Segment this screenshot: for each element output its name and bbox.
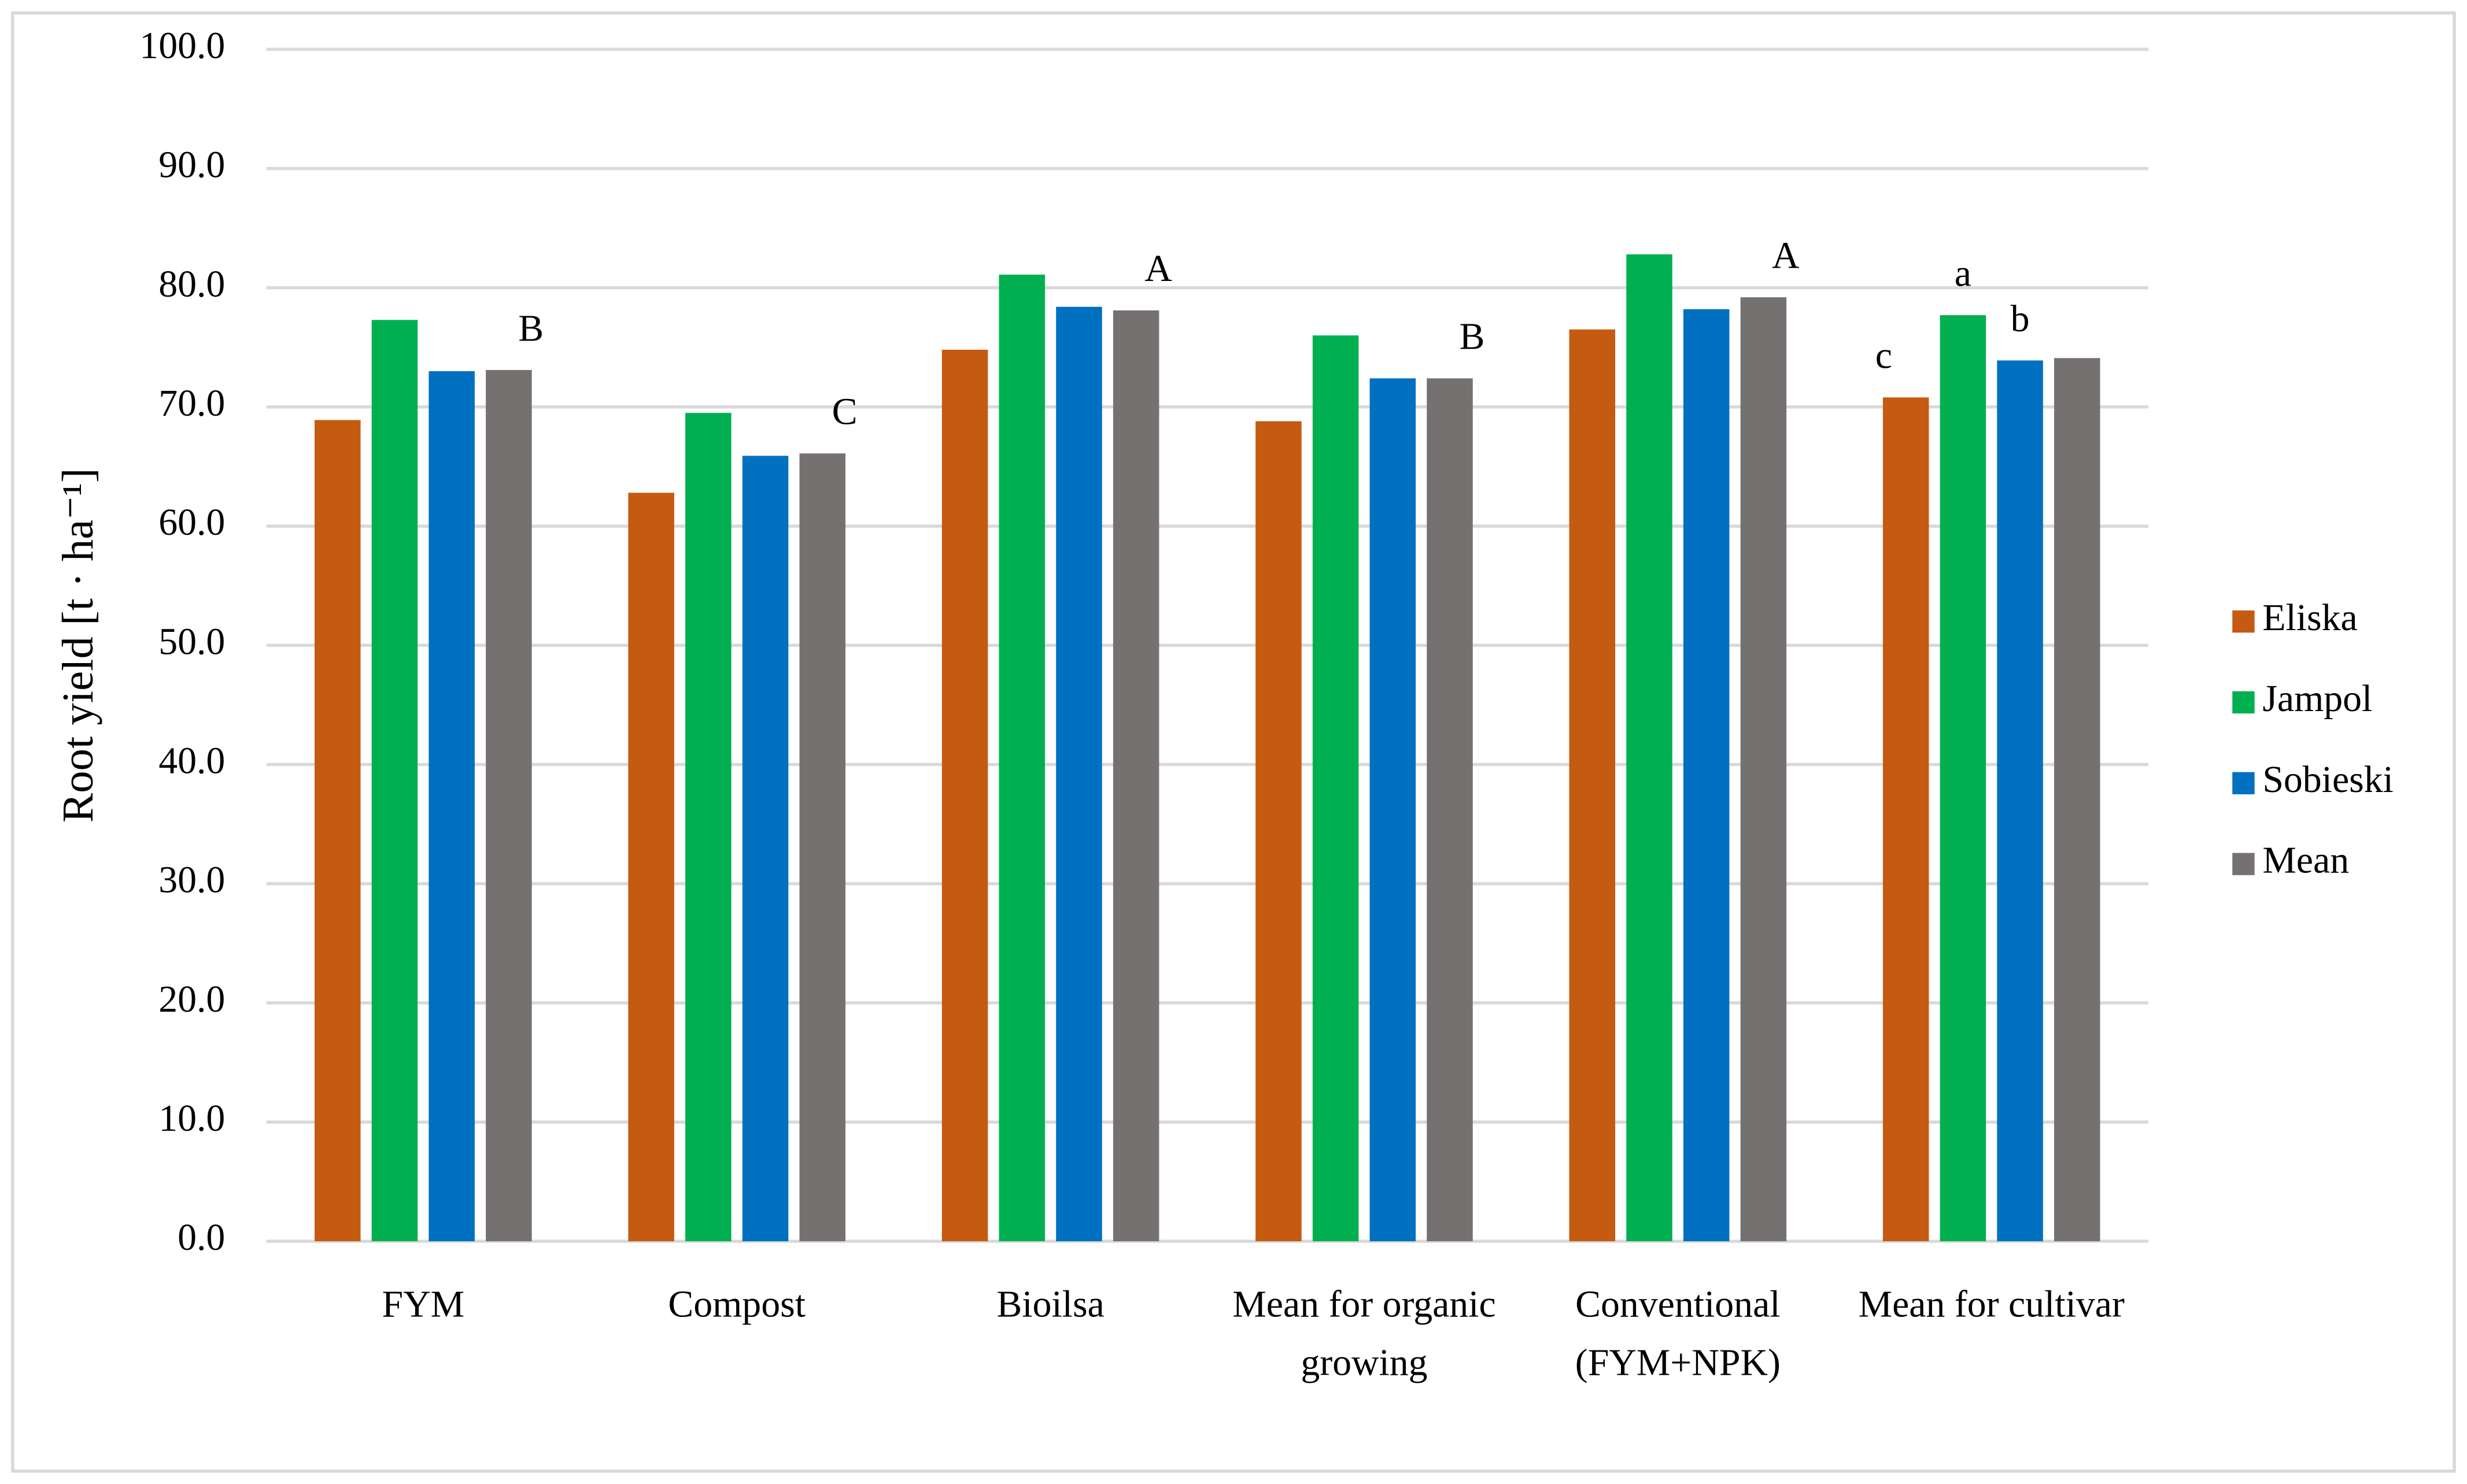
bar [685,413,732,1242]
legend-swatch [2232,772,2255,794]
x-tick-label: FYM [382,1283,464,1325]
significance-letter: B [518,307,544,349]
significance-letter: a [1955,252,1971,294]
y-tick-label: 20.0 [158,978,225,1020]
y-tick-label: 80.0 [158,263,225,305]
bar [1312,335,1359,1242]
legend-label: Eliska [2262,597,2357,639]
x-tick-label-line: Conventional [1575,1283,1780,1325]
y-tick-label: 100.0 [139,24,225,66]
bar [1113,310,1159,1242]
bar [486,370,532,1242]
x-tick-label: Bioilsa [996,1283,1104,1325]
y-tick-label: 50.0 [158,620,225,663]
y-tick-label: 40.0 [158,740,225,782]
bar [371,320,418,1242]
bar [1626,254,1672,1242]
bar [742,456,789,1242]
significance-letter: A [1772,235,1800,277]
significance-letter: B [1459,316,1484,358]
bar [1255,421,1302,1242]
bar [1369,378,1416,1242]
significance-letter: b [2011,298,2030,340]
x-tick-label: Mean for organic growing [1232,1283,1495,1383]
bar [1882,397,1929,1242]
y-tick-label: 60.0 [158,501,225,543]
bar [429,371,475,1242]
x-tick-label-line: growing [1301,1342,1427,1384]
y-tick-label: 30.0 [158,859,225,901]
legend-label: Mean [2262,839,2349,882]
x-tick-label: Mean for cultivar [1859,1283,2125,1325]
bar [1940,315,1986,1242]
significance-letter: c [1875,335,1892,377]
legend-swatch [2232,610,2255,633]
y-axis-label: Root yield [t · ha⁻¹] [53,468,102,823]
bar [628,493,674,1242]
significance-letter: C [832,391,858,433]
bar [941,349,988,1242]
bar [1569,329,1616,1242]
y-tick-label: 0.0 [178,1216,225,1259]
y-tick-label: 70.0 [158,382,225,424]
x-tick-label-line: (FYM+NPK) [1575,1342,1781,1384]
chart-frame [11,11,2456,1473]
bar [314,420,361,1242]
significance-letter: A [1144,247,1172,290]
legend-label: Jampol [2262,678,2372,720]
legend-swatch [2232,853,2255,875]
legend-label: Sobieski [2262,758,2394,801]
x-tick-label: Compost [668,1283,806,1325]
bar [999,275,1045,1242]
bar [799,453,845,1242]
y-tick-label: 10.0 [158,1097,225,1139]
x-tick-label-line: Mean for organic [1232,1283,1495,1325]
bar [1056,306,1102,1242]
bar [1997,360,2043,1242]
x-tick-label: Conventional (FYM+NPK) [1575,1283,1781,1383]
bar [1427,378,1473,1242]
y-tick-label: 90.0 [158,144,225,186]
legend-swatch [2232,691,2255,714]
bar [1683,309,1730,1242]
bar [2054,358,2100,1242]
bar [1740,297,1787,1242]
